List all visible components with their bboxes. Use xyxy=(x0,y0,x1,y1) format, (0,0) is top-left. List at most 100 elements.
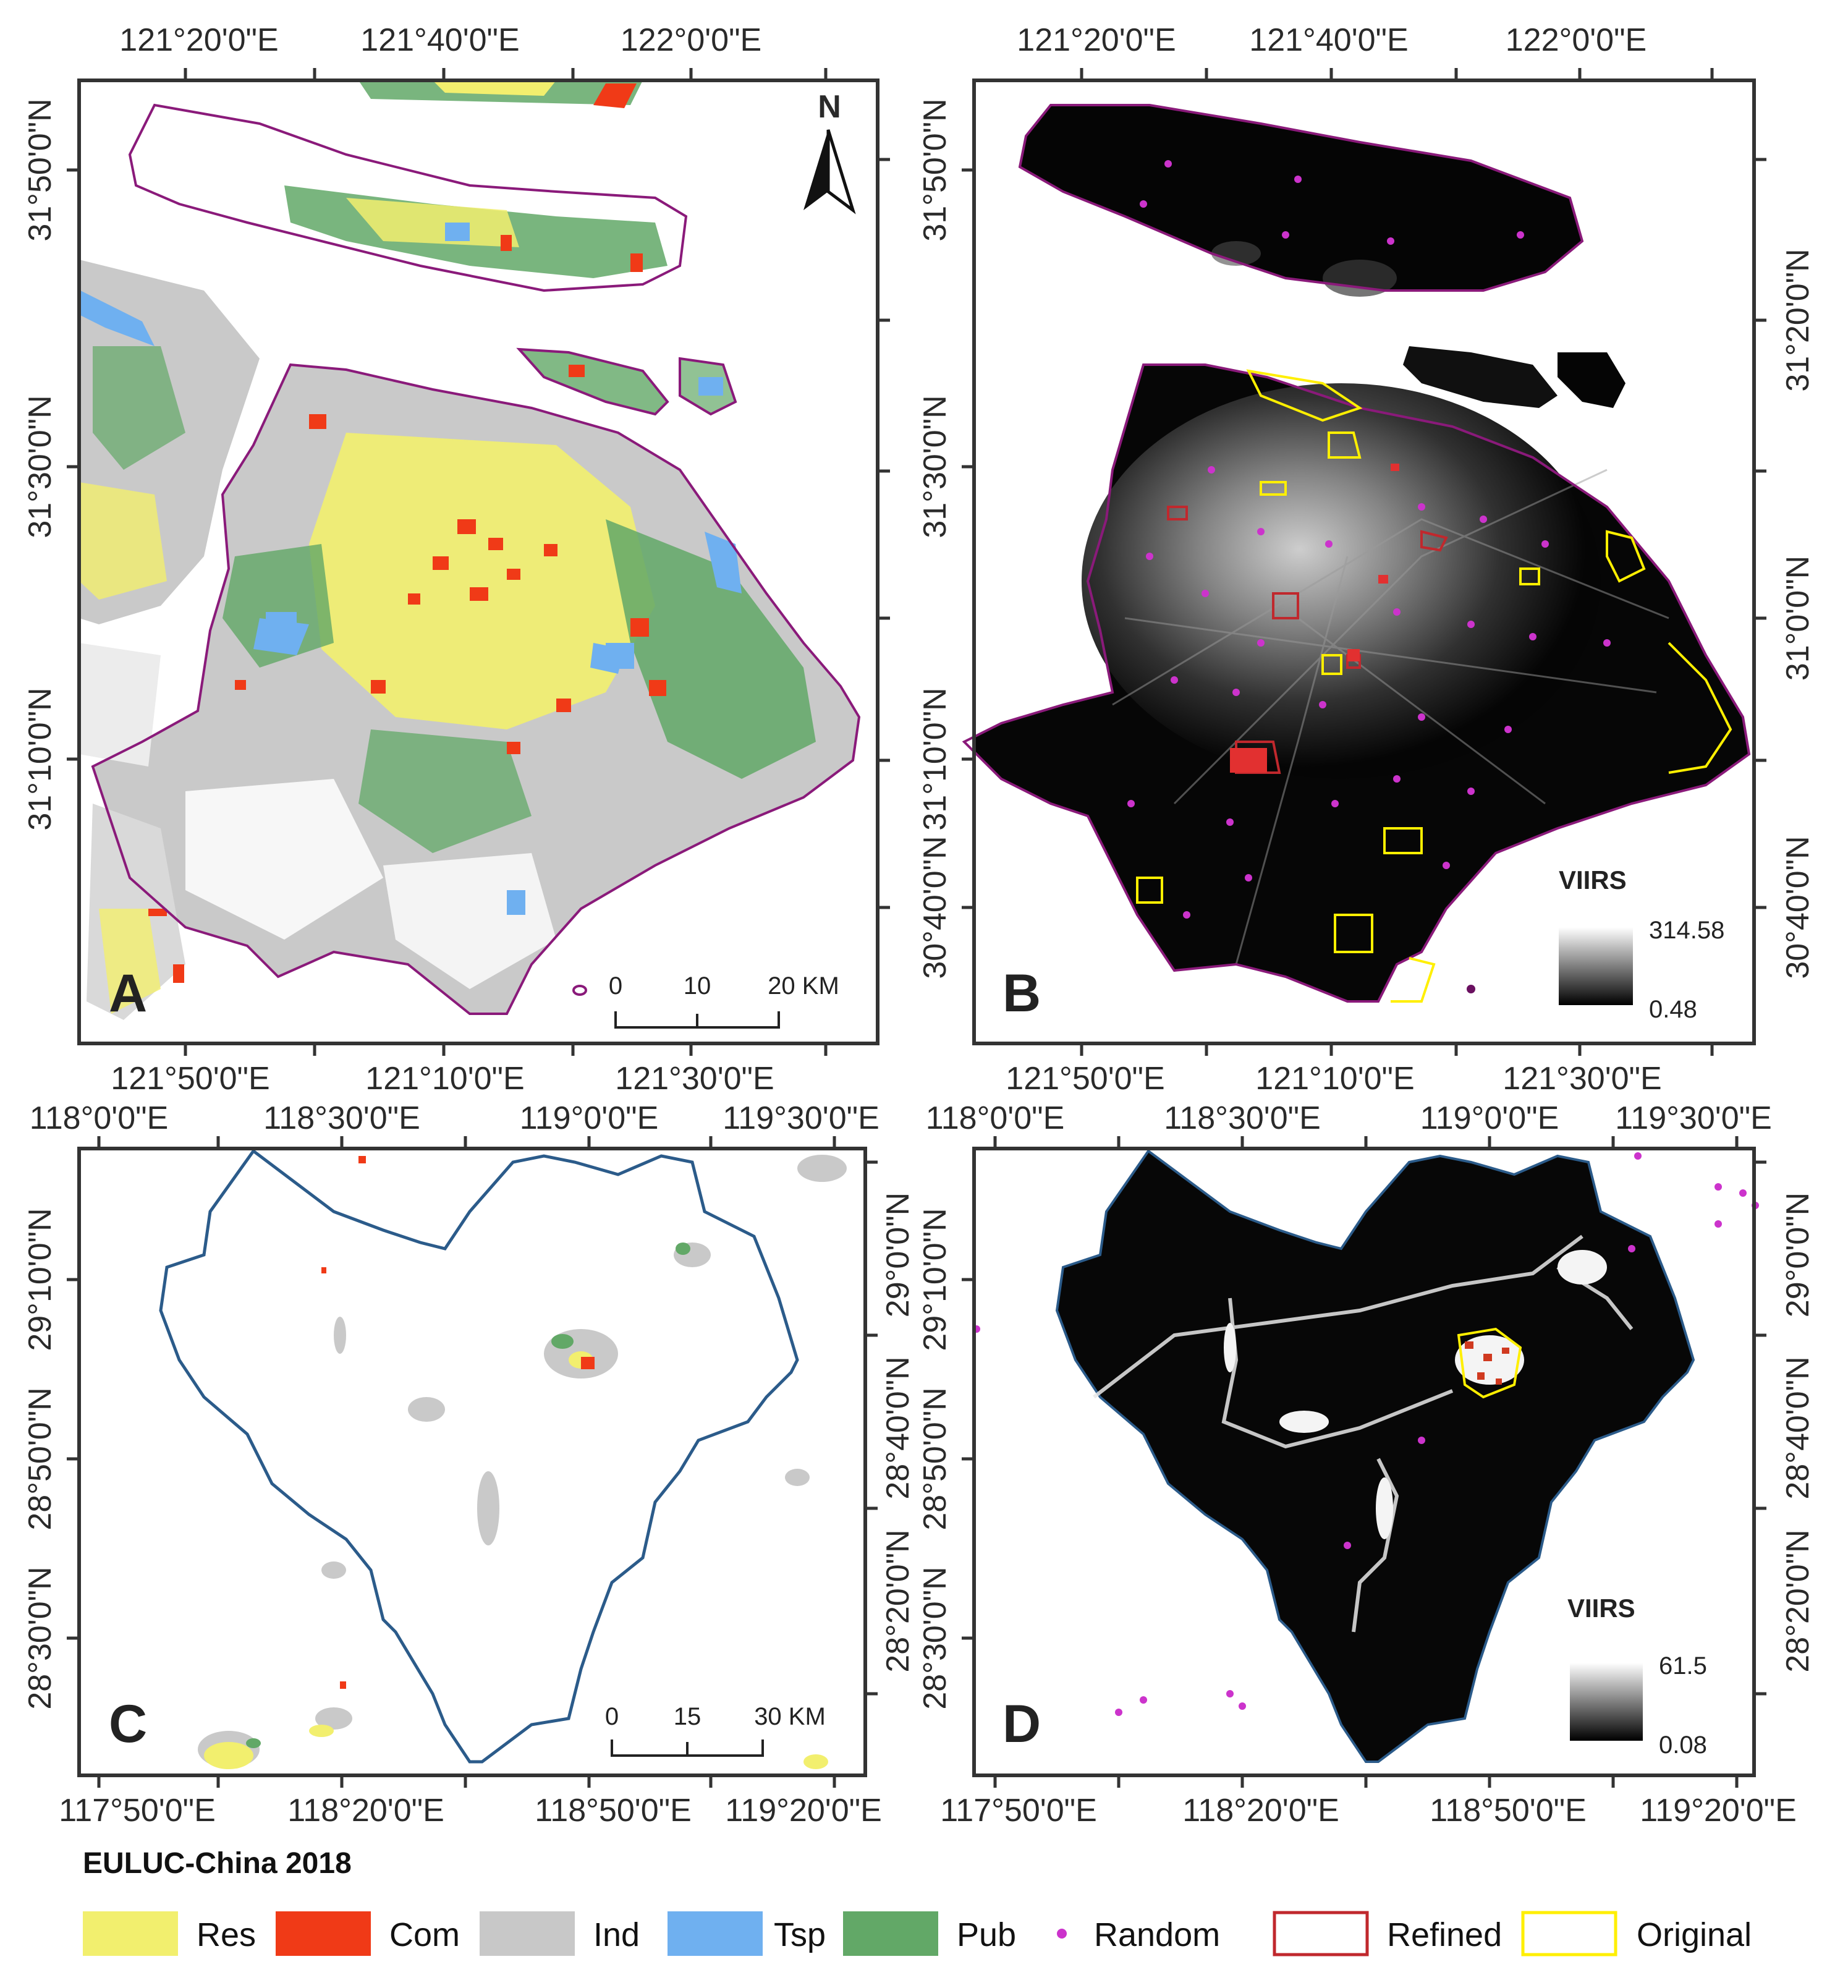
legend-item-tsp: Tsp xyxy=(668,1911,826,1956)
panel-d-top-tick-3: 119°0'0"E xyxy=(1420,1100,1559,1136)
legend-item-random: Random xyxy=(1057,1916,1220,1953)
panel-c-top-tick-3: 119°0'0"E xyxy=(520,1100,659,1136)
panel-c-left-tick-1: 29°10'0"N xyxy=(22,1208,58,1351)
figure-legend: EULUC-China 2018 Res Com Ind Tsp Pub Ran… xyxy=(83,1847,1752,1956)
panel-a-frame xyxy=(77,79,879,1045)
panel-a-top-tick-1: 121°20'0"E xyxy=(119,22,278,58)
panel-a-ticks xyxy=(67,68,890,1056)
panel-d-right-tick-1: 29°0'0"N xyxy=(1780,1192,1816,1317)
legend-swatch-refined xyxy=(1273,1911,1369,1956)
legend-swatch-pub xyxy=(843,1911,938,1956)
panel-b-refined-fill xyxy=(1230,464,1399,773)
panel-c-commercial xyxy=(321,1156,595,1689)
legend-swatch-original xyxy=(1521,1911,1617,1956)
panel-a-left-tick-2: 31°30'0"N xyxy=(22,395,58,538)
panel-a-bottom-tick-3: 121°30'0"E xyxy=(615,1061,774,1097)
panel-d-top-tick-2: 118°30'0"E xyxy=(1164,1100,1321,1136)
panel-b-left-tick-3: 31°10'0"N xyxy=(917,687,953,830)
legend-item-ind: Ind xyxy=(480,1911,640,1956)
panel-b-top-tick-3: 122°0'0"E xyxy=(1506,22,1647,58)
panel-a-letter: A xyxy=(109,964,147,1023)
legend-item-original: Original xyxy=(1521,1911,1752,1956)
panel-d-viirs-title: VIIRS xyxy=(1567,1594,1635,1623)
legend-label-original: Original xyxy=(1637,1916,1752,1953)
panel-b-frame xyxy=(972,79,1756,1045)
panel-a-scalebar: 0 10 20 KM xyxy=(609,972,839,1029)
panel-a-transport-patches xyxy=(266,223,723,915)
panel-c-scale-1: 15 xyxy=(674,1703,701,1730)
panel-d-letter: D xyxy=(1002,1694,1041,1754)
panel-a-left-tick-3: 31°10'0"N xyxy=(22,687,58,830)
north-label: N xyxy=(818,89,841,125)
panel-a-scale-0: 0 xyxy=(609,972,622,1000)
panel-d-viirs-ramp xyxy=(1570,1663,1643,1741)
legend-label-res: Res xyxy=(197,1916,256,1953)
panel-b-boundary xyxy=(962,104,1751,1003)
panel-c-right-tick-1: 29°0'0"N xyxy=(880,1192,916,1317)
legend-item-pub: Pub xyxy=(843,1911,1016,1956)
panel-b-right-tick-1: 31°20'0"N xyxy=(1780,248,1816,391)
legend-item-com: Com xyxy=(276,1911,460,1956)
panel-c: 118°0'0"E 118°30'0"E 119°0'0"E 119°30'0"… xyxy=(22,1100,916,1829)
legend-title: EULUC-China 2018 xyxy=(83,1847,352,1880)
north-arrow-icon: N xyxy=(803,89,856,215)
legend-swatch-ind xyxy=(480,1911,575,1956)
panel-b-left-tick-1: 31°50'0"N xyxy=(917,98,953,241)
panel-b-right-tick-2: 31°0'0"N xyxy=(1780,556,1816,681)
panel-d-bottom-tick-3: 118°50'0"E xyxy=(1430,1793,1587,1829)
panel-b-viirs-title: VIIRS xyxy=(1559,865,1627,894)
panel-b-viirs-ramp xyxy=(1559,927,1633,1005)
panel-b-left-tick-2: 31°30'0"N xyxy=(917,395,953,538)
panel-c-ticks xyxy=(67,1136,878,1788)
panel-d-viirs-min: 0.08 xyxy=(1659,1731,1707,1759)
legend-label-tsp: Tsp xyxy=(774,1916,826,1953)
panel-b: 121°20'0"E 121°40'0"E 122°0'0"E 121°50'0… xyxy=(917,22,1816,1097)
panel-d-random-points xyxy=(973,1152,1759,1716)
panel-b-nightlight xyxy=(974,80,1754,1043)
legend-label-pub: Pub xyxy=(957,1916,1016,1953)
panel-c-frame xyxy=(77,1147,867,1777)
panel-c-top-tick-1: 118°0'0"E xyxy=(30,1100,169,1136)
panel-b-viirs-legend: VIIRS 314.58 0.48 xyxy=(1559,865,1724,1023)
panel-c-right-tick-2: 28°40'0"N xyxy=(880,1356,916,1499)
panel-a-scale-1: 10 xyxy=(684,972,711,1000)
panel-c-scale-0: 0 xyxy=(605,1703,619,1730)
panel-d-bottom-tick-2: 118°20'0"E xyxy=(1182,1793,1339,1829)
legend-label-random: Random xyxy=(1094,1916,1220,1953)
panel-a-top-tick-2: 121°40'0"E xyxy=(360,22,519,58)
panel-d-left-tick-3: 28°30'0"N xyxy=(917,1566,953,1709)
panel-d-right-tick-3: 28°20'0"N xyxy=(1780,1529,1816,1672)
panel-b-viirs-max: 314.58 xyxy=(1649,917,1724,944)
panel-d-bottom-tick-4: 119°20'0"E xyxy=(1640,1793,1797,1829)
legend-item-refined: Refined xyxy=(1273,1911,1502,1956)
panel-d-top-tick-1: 118°0'0"E xyxy=(926,1100,1065,1136)
panel-a-commercial-patches xyxy=(148,235,666,983)
panel-a-top-tick-3: 122°0'0"E xyxy=(621,22,761,58)
panel-d-viirs-max: 61.5 xyxy=(1659,1652,1707,1680)
panel-d-bottom-tick-1: 117°50'0"E xyxy=(940,1793,1097,1829)
panel-b-road-glow xyxy=(1112,469,1669,965)
panel-b-right-tick-3: 30°40'0"N xyxy=(1780,836,1816,979)
panel-d-frame xyxy=(972,1147,1756,1777)
panel-c-left-tick-3: 28°30'0"N xyxy=(22,1566,58,1709)
panel-c-right-tick-3: 28°20'0"N xyxy=(880,1529,916,1672)
legend-label-refined: Refined xyxy=(1387,1916,1502,1953)
panel-a: 121°20'0"E 121°40'0"E 122°0'0"E 121°50'0… xyxy=(22,22,890,1097)
panel-d-nightlight xyxy=(1055,1149,1695,1763)
panel-a-bottom-tick-1: 121°50'0"E xyxy=(111,1061,269,1097)
panel-c-top-tick-4: 119°30'0"E xyxy=(723,1100,879,1136)
panel-b-bottom-tick-1: 121°50'0"E xyxy=(1006,1061,1164,1097)
panel-a-scale-2: 20 KM xyxy=(768,972,839,1000)
legend-swatch-com xyxy=(276,1911,371,1956)
panel-c-scalebar: 0 15 30 KM xyxy=(605,1703,826,1757)
panel-c-left-tick-2: 28°50'0"N xyxy=(22,1387,58,1530)
panel-b-top-tick-1: 121°20'0"E xyxy=(1017,22,1176,58)
panel-b-ticks xyxy=(962,68,1766,1056)
panel-b-random-points xyxy=(1127,160,1611,993)
panel-c-bottom-tick-2: 118°20'0"E xyxy=(287,1793,444,1829)
panel-c-bottom-tick-3: 118°50'0"E xyxy=(535,1793,692,1829)
legend-swatch-random xyxy=(1057,1929,1067,1939)
panel-b-chongming xyxy=(1020,105,1582,291)
panel-d-original-polygons xyxy=(1457,1327,1522,1399)
